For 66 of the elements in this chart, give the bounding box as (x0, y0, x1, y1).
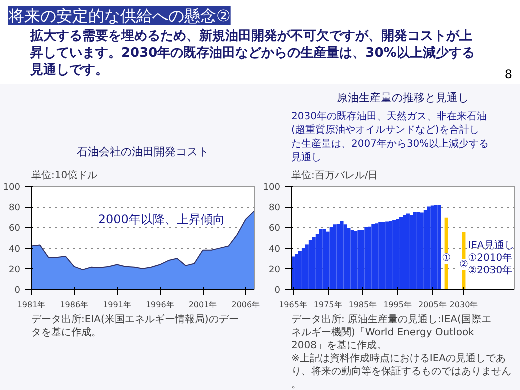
y-tick-label: 80 (9, 204, 21, 214)
bar (340, 222, 344, 290)
bar (372, 224, 376, 290)
y-axis-title: 単位:百万バレル/日 (292, 170, 378, 182)
x-tick-label: 1981年 (17, 300, 46, 310)
bar (330, 227, 334, 290)
y-tick-label: 20 (9, 265, 21, 276)
bar (336, 224, 340, 290)
x-tick-label: 1986年 (60, 300, 89, 310)
bar (378, 222, 382, 290)
bar (322, 229, 326, 290)
x-tick-label: 1996年 (146, 300, 174, 310)
y-tick-label: 0 (14, 286, 21, 296)
y-tick-label: 60 (9, 224, 21, 234)
x-tick-label: 2030年 (450, 300, 478, 310)
bar (308, 240, 312, 290)
chart-title: 石油会社の油田開発コスト (77, 146, 209, 158)
y-tick-label: 40 (269, 244, 281, 255)
bar (358, 230, 362, 290)
text: データ出所:EIA(米国エネルギー情報局)のデータを基に作成。 (32, 314, 239, 338)
text: 拡大する需要を埋めるため、新規油田開発が不可欠ですが、開発コストが上昇しています。2030年の既存油田などからの生産量は、30%以上減少する見通しです。 (30, 28, 475, 78)
bar (427, 206, 431, 290)
y-tick-label: 60 (269, 224, 281, 234)
bar (434, 206, 438, 290)
text: ②2030年 (468, 264, 513, 276)
bar (333, 224, 337, 290)
y-tick-label: 100 (3, 183, 21, 193)
x-tick-label: 2006年 (232, 300, 260, 310)
x-tick-label: 2005年 (418, 300, 447, 310)
bar (344, 224, 348, 290)
text: IEA見通し (468, 240, 514, 252)
bar (420, 212, 424, 290)
bar (361, 230, 365, 290)
bar (350, 230, 354, 290)
chart-subtitle: 2030年の既存油田、天然ガス、非在来石油(超重質原油やオイルサンドなど)を合計した生産量は、2007年から30%以上減少する見通し (292, 110, 490, 164)
text: ①2010年 (468, 252, 513, 264)
bar (424, 210, 428, 290)
x-tick-label: 1965年 (279, 300, 308, 310)
bar (354, 231, 358, 290)
bar (382, 222, 386, 290)
annotation: 2000年以降、上昇傾向 (98, 212, 225, 226)
y-tick-label: 20 (269, 265, 281, 276)
x-tick-label: 2001年 (188, 300, 218, 310)
chart-title: 原油生産量の推移と見通し (337, 92, 469, 104)
x-tick-label: 1985年 (348, 300, 378, 310)
text: ※上記は資料作成時点におけるIEAの見通しであり、将来の動向等を保証するものではありません。 (292, 352, 512, 390)
bar (368, 226, 372, 290)
data-label: ① (442, 253, 452, 264)
bar (438, 206, 442, 290)
bar (312, 237, 316, 290)
text: 8 (504, 68, 513, 82)
bar (430, 206, 434, 290)
bar (375, 224, 379, 290)
x-tick-label: 1991年 (103, 300, 132, 310)
y-axis-title: 単位:10億ドル (32, 170, 98, 182)
y-tick-label: 80 (269, 204, 281, 214)
data-label: ② (459, 259, 468, 270)
x-tick-label: 1995年 (384, 300, 412, 310)
bar (364, 227, 368, 290)
bar (319, 229, 323, 290)
text: データ出所: 原油生産量の見通し:IEA(国際エネルギー機関)「World Energy Outlook 2008」を基に作成。 (292, 314, 492, 352)
y-tick-label: 100 (263, 183, 281, 193)
y-tick-label: 40 (9, 244, 21, 255)
text: 将来の安定的な供給への懸念② (8, 6, 231, 26)
x-tick-label: 1975年 (314, 300, 342, 310)
y-tick-label: 0 (274, 286, 281, 296)
